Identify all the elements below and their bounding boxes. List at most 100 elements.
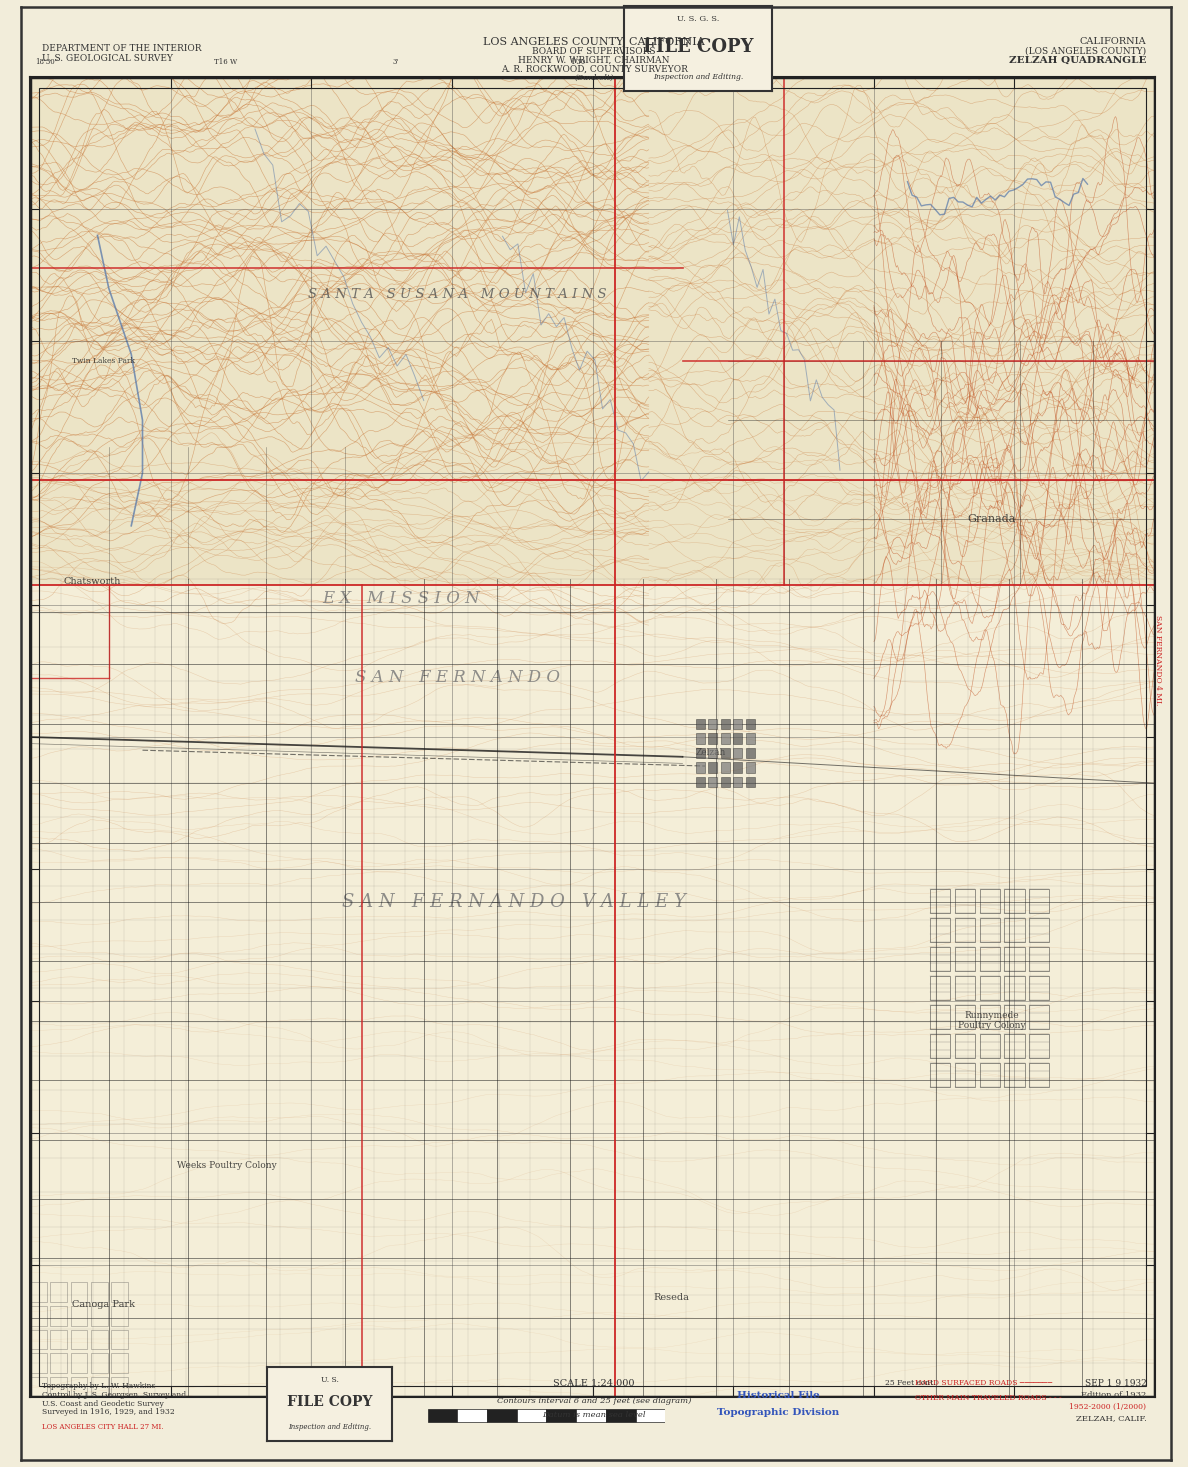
Bar xyxy=(708,734,718,744)
Bar xyxy=(746,776,754,788)
Bar xyxy=(721,761,729,773)
Text: OTHER MAIN TRAVELED ROADS - - -: OTHER MAIN TRAVELED ROADS - - - xyxy=(915,1394,1061,1401)
Bar xyxy=(930,1064,950,1087)
Text: T16 W: T16 W xyxy=(214,59,238,66)
Bar xyxy=(1029,1064,1049,1087)
Text: S A N   F E R N A N D O   V A L L E Y: S A N F E R N A N D O V A L L E Y xyxy=(342,893,685,911)
Text: S A N   F E R N A N D O: S A N F E R N A N D O xyxy=(355,669,560,687)
Bar xyxy=(1004,1005,1024,1028)
Bar xyxy=(110,1329,128,1350)
Bar xyxy=(708,748,718,758)
Bar xyxy=(930,1005,950,1028)
Text: S A N T A   S U S A N A   M O U N T A I N S: S A N T A S U S A N A M O U N T A I N S xyxy=(308,289,607,301)
Text: A. R. ROCKWOOD, COUNTY SURVEYOR: A. R. ROCKWOOD, COUNTY SURVEYOR xyxy=(500,65,688,73)
Bar xyxy=(979,976,1000,999)
Text: (Sunbelt): (Sunbelt) xyxy=(574,73,614,81)
Bar xyxy=(1004,976,1024,999)
Bar xyxy=(979,946,1000,971)
Text: Runnymede
Poultry Colony: Runnymede Poultry Colony xyxy=(958,1011,1025,1030)
Bar xyxy=(979,1064,1000,1087)
Bar xyxy=(50,1282,68,1301)
Text: U. S. GEOLOGICAL SURVEY: U. S. GEOLOGICAL SURVEY xyxy=(42,54,172,63)
Text: U. S.: U. S. xyxy=(321,1376,339,1385)
Bar xyxy=(30,1306,46,1326)
Bar xyxy=(721,776,729,788)
Bar xyxy=(733,748,742,758)
Bar xyxy=(70,1306,88,1326)
Bar xyxy=(1029,918,1049,942)
Text: Surveyed in 1916, 1929, and 1932: Surveyed in 1916, 1929, and 1932 xyxy=(42,1408,175,1416)
Bar xyxy=(708,776,718,788)
Bar xyxy=(746,761,754,773)
Text: Zelzah: Zelzah xyxy=(695,748,726,757)
Text: U. S. G. S.: U. S. G. S. xyxy=(677,15,719,22)
Bar xyxy=(979,918,1000,942)
Bar xyxy=(487,1410,517,1422)
Text: SCALE 1:24,000: SCALE 1:24,000 xyxy=(554,1379,634,1388)
Text: Granada: Granada xyxy=(968,515,1016,524)
Text: 18'30": 18'30" xyxy=(36,59,58,66)
Text: ZELZAH QUADRANGLE: ZELZAH QUADRANGLE xyxy=(1009,56,1146,65)
Bar xyxy=(955,1064,975,1087)
Bar xyxy=(50,1329,68,1350)
Bar xyxy=(70,1329,88,1350)
Bar xyxy=(721,719,729,729)
Text: Historical File: Historical File xyxy=(737,1391,820,1400)
Text: Inspection and Editing.: Inspection and Editing. xyxy=(289,1423,371,1432)
Bar xyxy=(979,889,1000,912)
Bar xyxy=(1004,1034,1024,1058)
Text: FILE COPY: FILE COPY xyxy=(643,38,753,56)
Text: Contours interval 6 and 25 feet (see diagram): Contours interval 6 and 25 feet (see dia… xyxy=(497,1397,691,1404)
Bar xyxy=(930,918,950,942)
Text: Canoga Park: Canoga Park xyxy=(71,1300,134,1309)
Text: DEPARTMENT OF THE INTERIOR: DEPARTMENT OF THE INTERIOR xyxy=(42,44,201,53)
Bar xyxy=(1029,976,1049,999)
Bar xyxy=(636,1410,665,1422)
Bar xyxy=(696,761,704,773)
Text: LOS ANGELES CITY HALL 27 MI.: LOS ANGELES CITY HALL 27 MI. xyxy=(42,1423,163,1430)
Bar xyxy=(696,748,704,758)
Bar xyxy=(696,734,704,744)
Text: LOS ANGELES COUNTY, CALIFORNIA: LOS ANGELES COUNTY, CALIFORNIA xyxy=(484,37,704,47)
Bar xyxy=(955,976,975,999)
Bar xyxy=(70,1378,88,1397)
Bar xyxy=(733,761,742,773)
Bar xyxy=(70,1282,88,1301)
Text: FILE COPY: FILE COPY xyxy=(287,1395,372,1410)
Bar xyxy=(110,1306,128,1326)
Bar xyxy=(721,748,729,758)
Text: (LOS ANGELES COUNTY): (LOS ANGELES COUNTY) xyxy=(1025,47,1146,56)
Bar xyxy=(50,1306,68,1326)
Bar xyxy=(1004,946,1024,971)
Bar xyxy=(1029,1005,1049,1028)
Bar xyxy=(708,761,718,773)
Bar xyxy=(50,1354,68,1373)
Bar xyxy=(90,1378,108,1397)
Bar xyxy=(930,1034,950,1058)
Bar xyxy=(708,719,718,729)
Bar xyxy=(30,1329,46,1350)
Bar xyxy=(1029,1034,1049,1058)
Bar xyxy=(955,1005,975,1028)
Text: Weeks Poultry Colony: Weeks Poultry Colony xyxy=(177,1162,277,1171)
Bar xyxy=(979,1034,1000,1058)
Bar xyxy=(50,1378,68,1397)
Text: HARD SURFACED ROADS ───────: HARD SURFACED ROADS ─────── xyxy=(915,1379,1053,1386)
Bar xyxy=(576,1410,606,1422)
Bar xyxy=(746,734,754,744)
Bar xyxy=(955,918,975,942)
Bar xyxy=(733,719,742,729)
Text: CALIFORNIA: CALIFORNIA xyxy=(1080,37,1146,45)
Bar xyxy=(1004,889,1024,912)
Bar xyxy=(955,946,975,971)
Text: 1952-2000 (1/2000): 1952-2000 (1/2000) xyxy=(1069,1402,1146,1410)
Bar xyxy=(1029,946,1049,971)
Text: 3': 3' xyxy=(392,59,398,66)
Text: Reseda: Reseda xyxy=(653,1294,689,1303)
Text: Topography by L. W. Hawkins: Topography by L. W. Hawkins xyxy=(42,1382,154,1389)
Bar xyxy=(1004,918,1024,942)
Bar xyxy=(930,946,950,971)
Text: Control by J. S. Georgsen, Survey and: Control by J. S. Georgsen, Survey and xyxy=(42,1391,185,1398)
Bar xyxy=(606,1410,636,1422)
Text: HENRY W. WRIGHT, CHAIRMAN: HENRY W. WRIGHT, CHAIRMAN xyxy=(518,56,670,65)
